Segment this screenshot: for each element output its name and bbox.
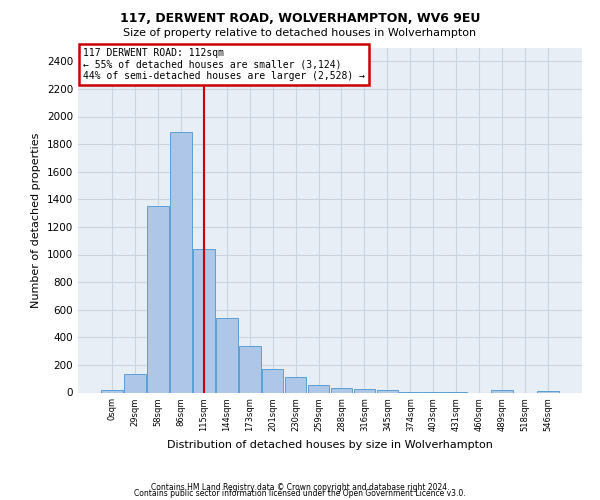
Bar	[308, 385, 329, 392]
Text: 117, DERWENT ROAD, WOLVERHAMPTON, WV6 9EU: 117, DERWENT ROAD, WOLVERHAMPTON, WV6 9E…	[120, 12, 480, 26]
Bar	[353, 389, 376, 392]
Bar	[331, 388, 352, 392]
Bar	[193, 249, 215, 392]
Bar	[239, 346, 260, 393]
Bar	[537, 391, 559, 392]
X-axis label: Distribution of detached houses by size in Wolverhampton: Distribution of detached houses by size …	[167, 440, 493, 450]
Y-axis label: Number of detached properties: Number of detached properties	[31, 132, 41, 308]
Bar	[377, 390, 398, 392]
Text: 117 DERWENT ROAD: 112sqm
← 55% of detached houses are smaller (3,124)
44% of sem: 117 DERWENT ROAD: 112sqm ← 55% of detach…	[83, 48, 365, 82]
Text: Size of property relative to detached houses in Wolverhampton: Size of property relative to detached ho…	[124, 28, 476, 38]
Bar	[170, 132, 191, 392]
Text: Contains public sector information licensed under the Open Government Licence v3: Contains public sector information licen…	[134, 490, 466, 498]
Bar	[124, 374, 146, 392]
Bar	[491, 390, 513, 392]
Bar	[101, 390, 123, 392]
Text: Contains HM Land Registry data © Crown copyright and database right 2024.: Contains HM Land Registry data © Crown c…	[151, 483, 449, 492]
Bar	[216, 318, 238, 392]
Bar	[147, 206, 169, 392]
Bar	[284, 378, 307, 392]
Bar	[262, 369, 283, 392]
